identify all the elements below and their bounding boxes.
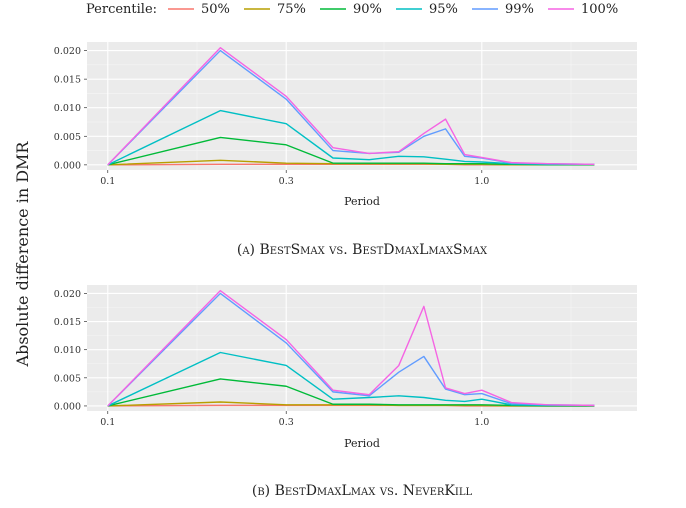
series-line-100pct	[107, 289, 595, 407]
x-tick-label: 0.1	[100, 176, 115, 187]
x-tick-label: 0.3	[279, 176, 294, 187]
panel-b: 0.000 0.005 0.010 0.015 0.020 0.1 0.3 1.0 Peri…	[54, 285, 637, 499]
series-line-99pct	[107, 292, 595, 407]
y-axis-label: Absolute difference in DMR	[13, 141, 32, 368]
y-tick-labels: 0.000 0.005 0.010 0.015 0.020	[54, 289, 87, 412]
y-tick-label: 0.020	[54, 289, 81, 300]
x-axis-label: Period	[344, 195, 380, 208]
series-line-95pct	[107, 351, 595, 407]
x-tick-label: 0.1	[100, 417, 115, 428]
caption-b: (b) BestDmaxLmax vs. NeverKill	[252, 483, 473, 499]
legend-label: 99%	[505, 2, 534, 17]
x-tick-label: 1.0	[474, 417, 489, 428]
x-axis-label: Period	[344, 437, 380, 450]
legend-title: Percentile:	[86, 2, 157, 17]
x-tick-labels: 0.1 0.3 1.0	[100, 170, 489, 187]
x-tick-labels: 0.1 0.3 1.0	[100, 411, 489, 428]
y-tick-label: 0.005	[54, 132, 81, 143]
y-tick-label: 0.015	[54, 75, 81, 86]
series-line-100pct	[107, 47, 595, 166]
panel-a: 0.000 0.005 0.010 0.015 0.020 0.1 0.3 1.0 Peri…	[54, 42, 637, 258]
series-group	[107, 289, 595, 407]
legend-items: 50% 75% 90% 95% 99% 100%	[168, 2, 618, 17]
plot-background	[87, 42, 637, 170]
y-tick-label: 0.000	[54, 160, 81, 171]
y-tick-label: 0.015	[54, 317, 81, 328]
series-group	[107, 47, 595, 166]
y-tick-label: 0.010	[54, 345, 81, 356]
y-tick-label: 0.005	[54, 373, 81, 384]
legend-label: 95%	[429, 2, 458, 17]
x-tick-label: 0.3	[279, 417, 294, 428]
plot-background	[87, 285, 637, 411]
caption-a: (a) BestSmax vs. BestDmaxLmaxSmax	[237, 242, 488, 258]
legend-label: 90%	[353, 2, 382, 17]
x-tick-label: 1.0	[474, 176, 489, 187]
y-tick-label: 0.000	[54, 401, 81, 412]
y-tick-labels: 0.000 0.005 0.010 0.015 0.020	[54, 46, 87, 171]
y-tick-label: 0.020	[54, 46, 81, 57]
legend-label: 50%	[201, 2, 230, 17]
legend-label: 100%	[581, 2, 618, 17]
y-tick-label: 0.010	[54, 103, 81, 114]
legend-label: 75%	[277, 2, 306, 17]
legend: Percentile: 50% 75% 90% 95% 99% 100%	[86, 2, 618, 17]
